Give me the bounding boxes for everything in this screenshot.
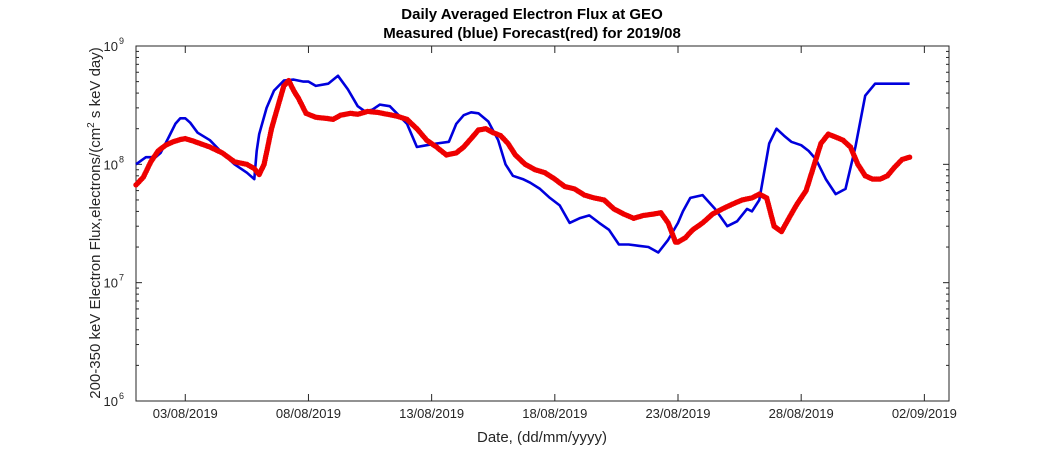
series-measured-line: [135, 74, 910, 254]
forecast-point: [906, 154, 913, 160]
y-axis-label: 200-350 keV Electron Flux,electrons/(cm2…: [86, 47, 104, 399]
x-tick-label: 18/08/2019: [522, 406, 587, 421]
chart-subtitle: Measured (blue) Forecast(red) for 2019/0…: [383, 25, 681, 42]
x-tick-label: 03/08/2019: [153, 406, 218, 421]
series-forecast-dots: [133, 77, 913, 245]
series-layer: [133, 74, 913, 254]
y-tick-exponent: 6: [119, 391, 124, 401]
y-tick-exponent: 7: [119, 273, 124, 283]
x-tick-label: 08/08/2019: [276, 406, 341, 421]
plot-area: [135, 45, 950, 402]
y-tick-exponent: 9: [119, 36, 124, 46]
y-tick-label: 10: [104, 39, 118, 54]
y-tick-exponent: 8: [119, 154, 124, 164]
y-axis-label-main: 200-350 keV Electron Flux,electrons/(cm: [87, 128, 104, 399]
plot-frame: [135, 45, 950, 402]
y-tick-label: 10: [104, 276, 118, 291]
chart-title: Daily Averaged Electron Flux at GEO: [401, 6, 663, 23]
x-axis-label: Date, (dd/mm/yyyy): [477, 429, 607, 446]
x-tick-label: 02/09/2019: [892, 406, 957, 421]
x-tick-label: 13/08/2019: [399, 406, 464, 421]
x-tick-label: 23/08/2019: [645, 406, 710, 421]
y-tick-label: 10: [104, 394, 118, 409]
x-axis: 03/08/2019 08/08/2019 13/08/2019 18/08/2019…: [153, 46, 957, 421]
y-axis-label-superscript: 2: [86, 122, 97, 128]
y-axis-label-tail: s keV day): [87, 47, 104, 122]
x-tick-label: 28/08/2019: [769, 406, 834, 421]
y-tick-label: 10: [104, 157, 118, 172]
